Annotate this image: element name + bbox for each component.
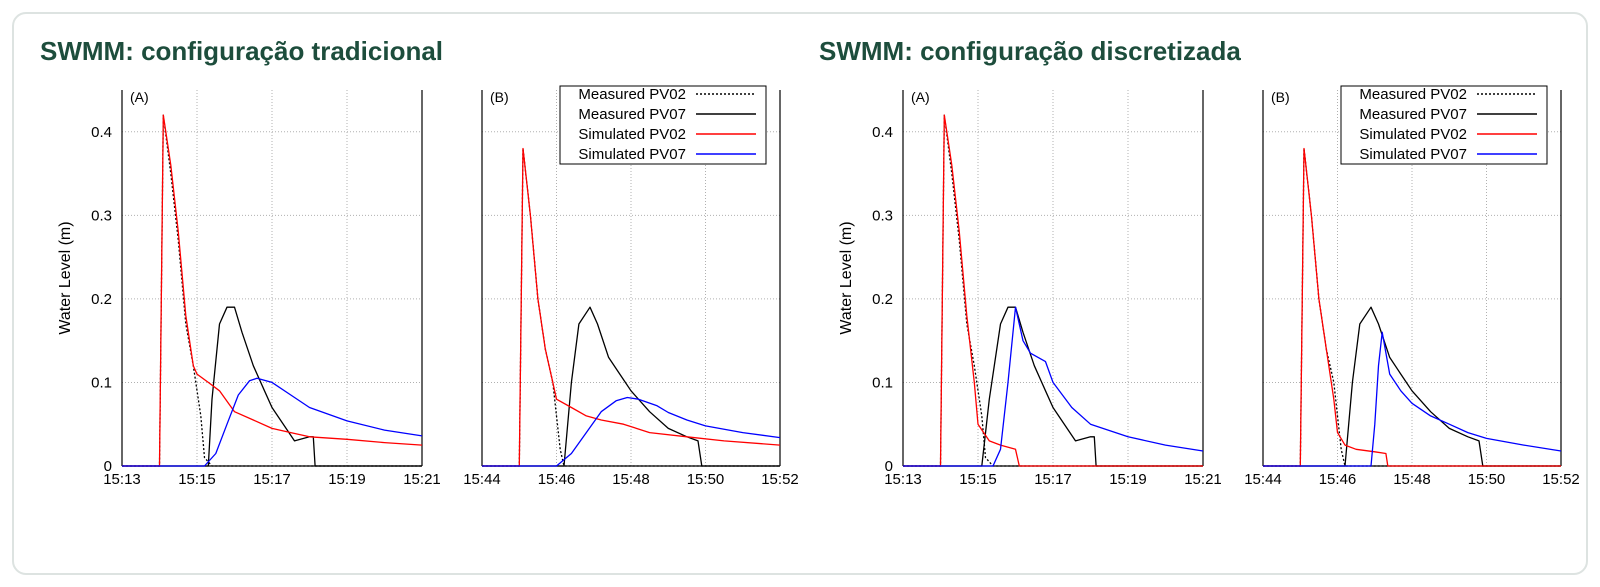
y-axis-label: Water Level (m): [57, 221, 74, 334]
series-line-simulated-pv02: [903, 114, 1203, 467]
x-tick-label: 15:21: [1184, 471, 1222, 488]
panel-label: (B): [1271, 89, 1290, 105]
series-line-measured-pv07: [482, 306, 780, 467]
x-tick-label: 15:50: [687, 471, 725, 488]
series-line-simulated-pv07: [903, 306, 1204, 467]
series-line-measured-pv02: [482, 147, 780, 467]
x-tick-label: 15:52: [761, 471, 799, 488]
legend-entry-label: Simulated PV02: [578, 126, 686, 143]
series-line-simulated-pv07: [1263, 331, 1562, 467]
x-tick-label: 15:15: [178, 471, 216, 488]
legend-entry-label: Simulated PV07: [1359, 146, 1467, 163]
y-tick-label: 0.2: [91, 291, 112, 308]
panel-label: (B): [490, 89, 509, 105]
y-tick-label: 0.4: [91, 124, 112, 141]
y-tick-label: 0.1: [91, 374, 112, 391]
x-tick-label: 15:15: [959, 471, 997, 488]
x-tick-label: 15:46: [538, 471, 576, 488]
x-tick-label: 15:46: [1319, 471, 1357, 488]
y-tick-label: 0.3: [91, 207, 112, 224]
panel-label: (A): [911, 89, 930, 105]
y-tick-label: 0.1: [872, 374, 893, 391]
x-tick-label: 15:19: [1109, 471, 1147, 488]
series-line-simulated-pv02: [122, 114, 423, 467]
legend-entry-label: Measured PV07: [1359, 106, 1467, 123]
figure-card: [12, 12, 1588, 575]
x-tick-label: 15:48: [612, 471, 650, 488]
x-tick-label: 15:17: [253, 471, 291, 488]
y-tick-label: 0: [885, 458, 893, 475]
y-tick-label: 0.3: [872, 207, 893, 224]
panel-label: (A): [130, 89, 149, 105]
x-tick-label: 15:21: [403, 471, 441, 488]
x-tick-label: 15:44: [1244, 471, 1282, 488]
x-tick-label: 15:19: [328, 471, 366, 488]
x-tick-label: 15:52: [1542, 471, 1580, 488]
x-tick-label: 15:13: [103, 471, 141, 488]
y-tick-label: 0.4: [872, 124, 893, 141]
series-line-simulated-pv02: [1263, 147, 1561, 467]
x-tick-label: 15:50: [1468, 471, 1506, 488]
x-tick-label: 15:44: [463, 471, 501, 488]
chart-panel-2: 15:44 15:46 15:48 15:50 15:52 (B) Measured PV0…: [463, 85, 799, 488]
series-line-measured-pv07: [1263, 306, 1561, 467]
chart-panel-1: 15:13 15:15 15:17 15:19 15:21 0 0.1 0.2 0.3 0.4 Wa…: [57, 89, 441, 488]
series-line-measured-pv02: [1263, 147, 1561, 467]
series-line-measured-pv02: [122, 114, 422, 467]
x-tick-label: 15:13: [884, 471, 922, 488]
series-line-simulated-pv02: [482, 147, 781, 467]
x-tick-label: 15:48: [1393, 471, 1431, 488]
legend-box: [559, 85, 767, 165]
legend-entry-label: Measured PV02: [1359, 86, 1467, 103]
legend-entry-label: Simulated PV07: [578, 146, 686, 163]
section-title-discretized: SWMM: configuração discretizada: [819, 36, 1241, 66]
legend-entry-label: Measured PV07: [578, 106, 686, 123]
y-axis-label: Water Level (m): [838, 221, 855, 334]
series-line-simulated-pv07: [482, 396, 781, 467]
chart-panel-4: 15:44 15:46 15:48 15:50 15:52 (B) Measured PV0…: [1244, 85, 1580, 488]
legend-entry-label: Measured PV02: [578, 86, 686, 103]
section-title-traditional: SWMM: configuração tradicional: [40, 36, 444, 66]
y-tick-label: 0.2: [872, 291, 893, 308]
x-tick-label: 15:17: [1034, 471, 1072, 488]
chart-panel-3: 15:13 15:15 15:17 15:19 15:21 0 0.1 0.2 0.3 0.4 Wa…: [838, 89, 1222, 488]
legend-entry-label: Simulated PV02: [1359, 126, 1467, 143]
legend-box: [1340, 85, 1548, 165]
series-line-measured-pv07: [903, 306, 1203, 467]
series-line-measured-pv02: [903, 114, 1203, 467]
series-line-simulated-pv07: [122, 377, 423, 467]
y-tick-label: 0: [104, 458, 112, 475]
